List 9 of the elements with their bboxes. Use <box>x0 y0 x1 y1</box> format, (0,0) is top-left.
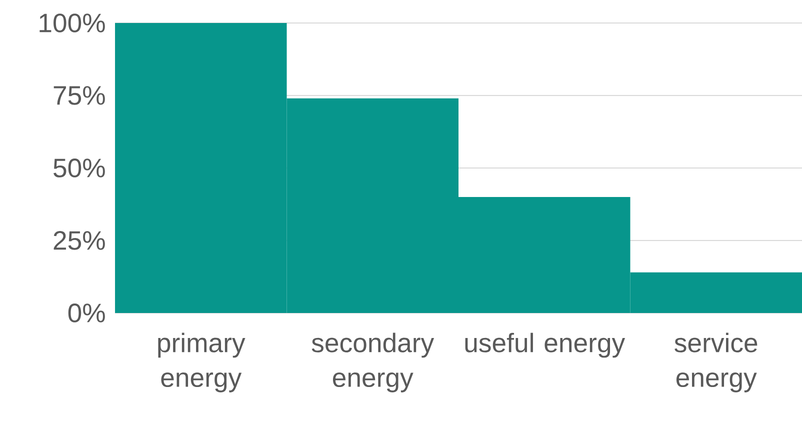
x-tick-label: useful energy <box>465 332 626 358</box>
y-tick-label: 75% <box>54 86 105 105</box>
y-tick-label: 50% <box>54 158 105 178</box>
x-tick-label: secondary energy <box>312 332 434 392</box>
y-tick-label: 0% <box>68 304 105 322</box>
y-tick-label: 25% <box>54 231 105 250</box>
x-tick-label: service energy <box>674 332 758 392</box>
x-tick-label: primary energy <box>158 332 246 392</box>
y-tick-label: 100% <box>40 14 105 32</box>
